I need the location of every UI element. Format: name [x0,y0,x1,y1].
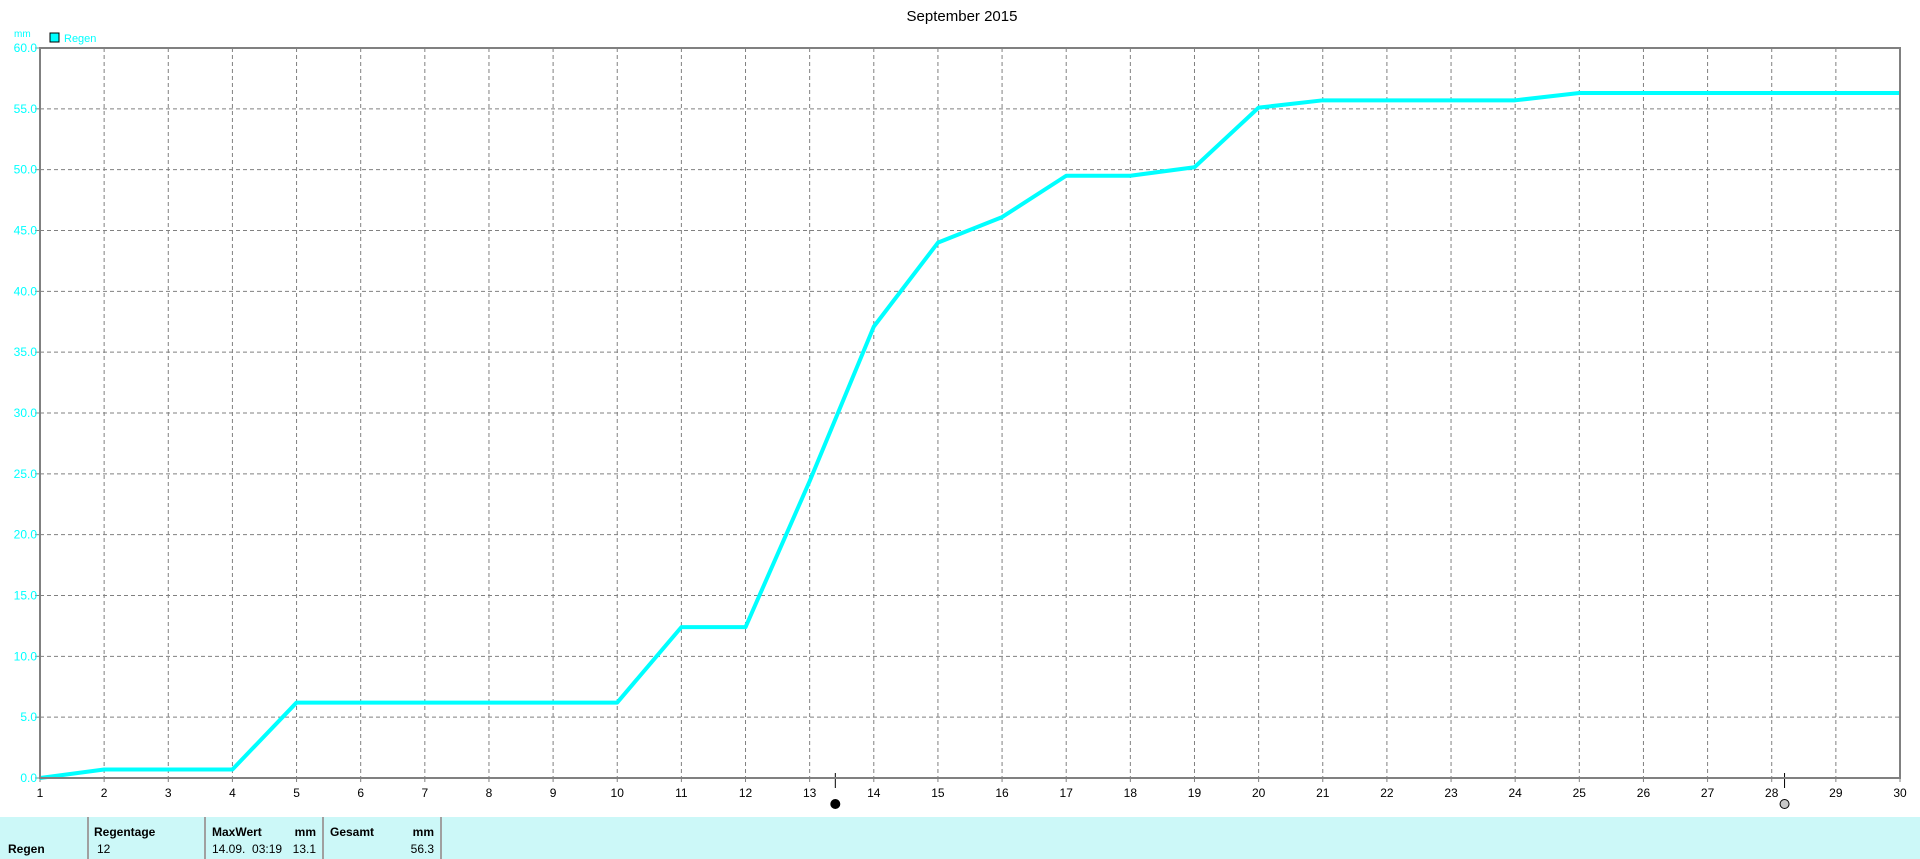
y-tick-label: 50.0 [14,163,38,177]
summary-row-label-cell: Regen [0,817,89,859]
x-tick-label: 22 [1380,786,1394,800]
legend: Regen [49,32,96,45]
y-tick-label: 30.0 [14,406,38,420]
x-tick-label: 25 [1573,786,1587,800]
summary-band: Regen Regentage 12 MaxWert mm 14.09. 03:… [0,817,1920,859]
x-tick-label: 15 [931,786,945,800]
x-tick-label: 21 [1316,786,1330,800]
regentage-cell: Regentage 12 [89,817,206,859]
y-tick-label: 55.0 [14,102,38,116]
gesamt-header: Gesamt [330,825,375,839]
y-tick-label: 15.0 [14,589,38,603]
x-tick-label: 2 [101,786,108,800]
legend-label-regen: Regen [64,33,96,45]
x-tick-label: 9 [550,786,557,800]
maxwert-value: 13.1 [292,842,316,856]
x-tick-label: 20 [1252,786,1266,800]
x-tick-label: 30 [1893,786,1907,800]
chart-title: September 2015 [907,8,1018,25]
y-tick-label: 35.0 [14,345,38,359]
x-tick-label: 4 [229,786,236,800]
gesamt-value: 56.3 [410,842,434,856]
y-tick-label: 20.0 [14,528,38,542]
x-tick-label: 18 [1124,786,1138,800]
y-tick-label: 25.0 [14,467,38,481]
x-tick-label: 13 [803,786,817,800]
new-moon-icon [830,799,841,809]
y-tick-label: 40.0 [14,284,38,298]
x-tick-label: 3 [165,786,172,800]
gesamt-unit: mm [412,825,434,839]
x-tick-label: 7 [421,786,428,800]
y-axis-unit: mm [14,29,31,40]
maxwert-time: 14.09. 03:19 [212,842,283,856]
y-tick-label: 10.0 [14,649,38,663]
legend-swatch-regen [49,32,60,43]
full-moon-icon [1779,799,1790,809]
x-tick-label: 29 [1829,786,1843,800]
x-tick-label: 5 [293,786,300,800]
regentage-header: Regentage [94,825,156,839]
y-tick-label: 0.0 [20,771,37,785]
x-tick-label: 27 [1701,786,1715,800]
series-line-regen [39,91,1900,780]
regentage-value: 12 [97,842,111,856]
y-tick-label: 5.0 [20,710,37,724]
x-tick-label: 24 [1508,786,1522,800]
x-tick-label: 26 [1637,786,1651,800]
x-tick-label: 19 [1188,786,1202,800]
x-tick-label: 16 [995,786,1009,800]
plot-frame [39,47,1901,779]
maxwert-header: MaxWert [212,825,262,839]
x-tick-label: 23 [1444,786,1458,800]
x-tick-label: 14 [867,786,881,800]
gesamt-cell: Gesamt mm 56.3 [324,817,442,859]
x-tick-label: 17 [1060,786,1074,800]
x-tick-label: 1 [37,786,44,800]
x-tick-label: 28 [1765,786,1779,800]
x-tick-label: 12 [739,786,753,800]
x-tick-label: 6 [357,786,364,800]
summary-row-label: Regen [8,842,45,856]
rain-chart: September 2015 mm Regen 0.0 5.0 10.0 15.0 20… [14,8,1907,809]
y-tick-label: 45.0 [14,224,38,238]
x-tick-label: 8 [486,786,493,800]
x-tick-label: 11 [675,786,688,800]
maxwert-unit: mm [294,825,316,839]
y-tick-label: 60.0 [14,41,38,55]
maxwert-cell: MaxWert mm 14.09. 03:19 13.1 [206,817,324,859]
x-tick-label: 10 [611,786,625,800]
